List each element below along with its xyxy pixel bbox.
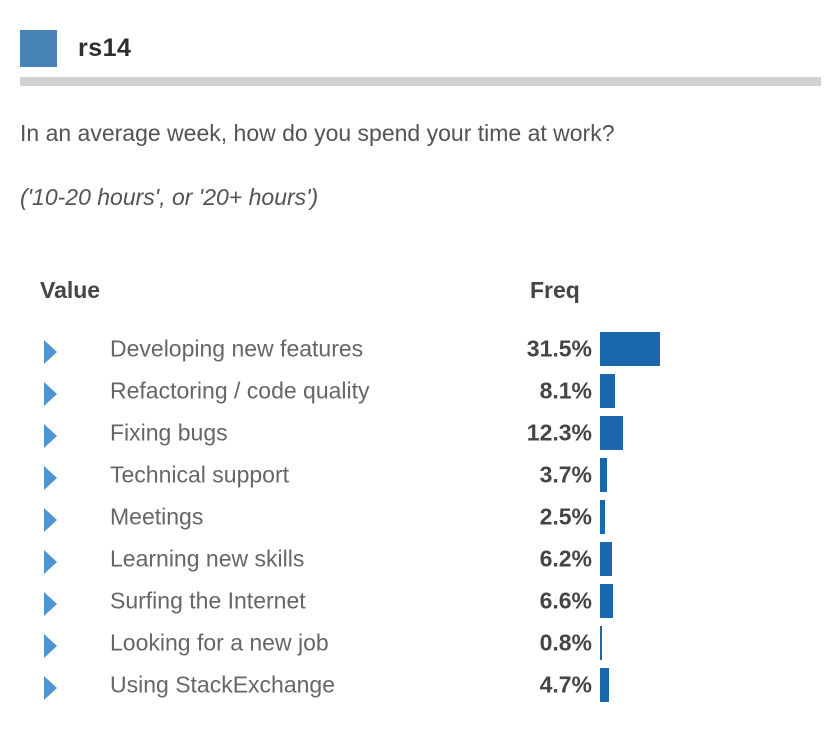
expand-arrow-icon (44, 424, 57, 448)
row-label: Refactoring / code quality (110, 377, 370, 404)
expand-arrow-icon (44, 676, 57, 700)
row-frequency: 8.1% (539, 377, 592, 404)
row-label: Surfing the Internet (110, 587, 306, 614)
expand-arrow-icon (44, 550, 57, 574)
row-freq-bar (600, 500, 605, 534)
row-label: Technical support (110, 461, 289, 488)
row-label: Fixing bugs (110, 419, 228, 446)
expand-arrow-icon (44, 466, 57, 490)
row-frequency: 12.3% (526, 419, 592, 446)
expand-arrow-icon (44, 382, 57, 406)
table-row[interactable]: Learning new skills 6.2% (0, 538, 828, 580)
table-header-row: Value Freq (0, 277, 828, 303)
row-freq-bar (600, 416, 624, 450)
row-freq-bar (600, 626, 602, 660)
row-freq-bar (600, 458, 608, 492)
row-freq-bar (600, 542, 612, 576)
table-row[interactable]: Looking for a new job 0.8% (0, 622, 828, 664)
table-row[interactable]: Meetings 2.5% (0, 496, 828, 538)
table-row[interactable]: Surfing the Internet 6.6% (0, 580, 828, 622)
question-subtitle: ('10-20 hours', or '20+ hours') (20, 184, 319, 210)
row-label: Developing new features (110, 335, 364, 362)
page-title: rs14 (78, 34, 132, 62)
frequency-table: Value Freq Developing new features 31.5%… (0, 277, 828, 706)
value-column-header: Value (40, 277, 101, 303)
row-frequency: 6.6% (539, 587, 592, 614)
freq-column-header: Freq (530, 277, 580, 303)
row-frequency: 0.8% (539, 629, 592, 656)
report-header: rs14 (20, 30, 808, 67)
table-row[interactable]: Refactoring / code quality 8.1% (0, 370, 828, 412)
row-label: Meetings (110, 503, 204, 530)
row-frequency: 4.7% (539, 671, 592, 698)
row-label: Using StackExchange (110, 671, 336, 698)
row-frequency: 3.7% (539, 461, 592, 488)
table-row[interactable]: Technical support 3.7% (0, 454, 828, 496)
table-body: Developing new features 31.5% Refactorin… (0, 328, 828, 706)
row-freq-bar (600, 668, 609, 702)
row-freq-bar (600, 332, 660, 366)
table-row[interactable]: Developing new features 31.5% (0, 328, 828, 370)
row-frequency: 31.5% (526, 335, 592, 362)
expand-arrow-icon (44, 634, 57, 658)
expand-arrow-icon (44, 508, 57, 532)
row-label: Looking for a new job (110, 629, 329, 656)
question-text: In an average week, how do you spend you… (20, 120, 615, 146)
row-freq-bar (600, 584, 613, 618)
row-freq-bar (600, 374, 616, 408)
row-label: Learning new skills (110, 545, 305, 572)
row-frequency: 2.5% (539, 503, 592, 530)
table-row[interactable]: Fixing bugs 12.3% (0, 412, 828, 454)
divider-bar (20, 77, 821, 86)
expand-arrow-icon (44, 592, 57, 616)
expand-arrow-icon (44, 340, 57, 364)
accent-square-icon (20, 30, 57, 67)
row-frequency: 6.2% (539, 545, 592, 572)
table-row[interactable]: Using StackExchange 4.7% (0, 664, 828, 706)
